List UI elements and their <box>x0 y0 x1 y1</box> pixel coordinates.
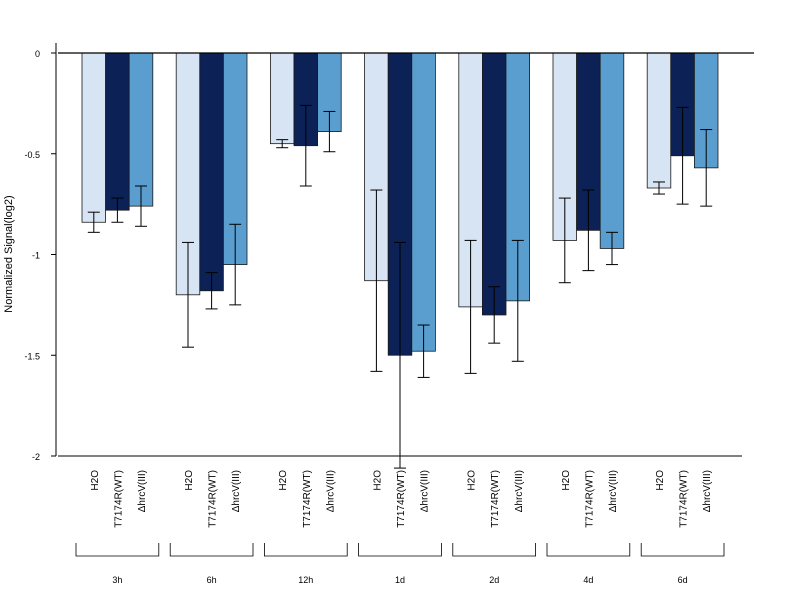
group-label: 6h <box>207 575 217 585</box>
bar-label: T7174R(WT) <box>679 470 690 528</box>
bar <box>105 52 130 211</box>
bar-label: ΔhrcV(III) <box>420 470 431 512</box>
group-bracket <box>546 543 631 557</box>
bar-label: T7174R(WT) <box>113 470 124 528</box>
bar-label: H2O <box>278 470 289 491</box>
bar-label: T7174R(WT) <box>396 470 407 528</box>
group-label: 6d <box>678 575 688 585</box>
group-bracket <box>169 543 254 557</box>
group-bracket <box>75 543 160 557</box>
group-label: 1d <box>395 575 405 585</box>
bar <box>81 52 107 223</box>
bar-labels: H2O T7174R(WT) ΔhrcV(III) H2O T7174R(WT) Δhrc… <box>90 470 713 528</box>
group-bracket <box>264 543 348 557</box>
bar <box>646 52 672 189</box>
bar-label: H2O <box>655 470 666 491</box>
bar-label: ΔhrcV(III) <box>137 470 148 512</box>
bar-label: H2O <box>467 470 478 491</box>
error-bars <box>87 104 713 469</box>
group-bracket <box>640 543 725 557</box>
bar-label: T7174R(WT) <box>490 470 501 528</box>
bar <box>269 52 295 145</box>
bar-label: ΔhrcV(III) <box>608 470 619 512</box>
bar-label: T7174R(WT) <box>302 470 313 528</box>
y-axis-label: Normalized Signal(log2) <box>3 195 15 312</box>
group-label: 2d <box>489 575 499 585</box>
group-brackets <box>75 543 725 557</box>
y-tick-label: -1 <box>32 251 40 261</box>
bar <box>411 52 436 352</box>
bar <box>481 52 507 316</box>
group-label: 3h <box>112 575 122 585</box>
bar <box>599 52 625 249</box>
y-tick-label: 0 <box>35 49 40 59</box>
bar-label: T7174R(WT) <box>208 470 219 528</box>
group-label: 12h <box>298 575 313 585</box>
bar-label: ΔhrcV(III) <box>231 470 242 512</box>
y-tick-label: -1.5 <box>24 351 40 361</box>
bar-label: H2O <box>90 470 101 491</box>
bar <box>199 52 224 292</box>
bar-label: T7174R(WT) <box>584 470 595 528</box>
group-label: 4d <box>583 575 593 585</box>
bar-label: ΔhrcV(III) <box>514 470 525 512</box>
y-axis: 0 -0.5 -1 -1.5 -2 <box>24 43 57 462</box>
bar-label: H2O <box>561 470 572 491</box>
group-bracket <box>358 543 442 557</box>
bar-label: ΔhrcV(III) <box>702 470 713 512</box>
bar <box>128 52 154 207</box>
y-tick-label: -2 <box>32 452 40 462</box>
y-tick-label: -0.5 <box>24 150 40 160</box>
bar-label: ΔhrcV(III) <box>325 470 336 512</box>
bar-label: H2O <box>184 470 195 491</box>
bars <box>81 52 719 356</box>
group-bracket <box>452 543 536 557</box>
bar-label: H2O <box>372 470 383 491</box>
group-labels: 3h 6h 12h 1d 2d 4d 6d <box>112 575 687 585</box>
